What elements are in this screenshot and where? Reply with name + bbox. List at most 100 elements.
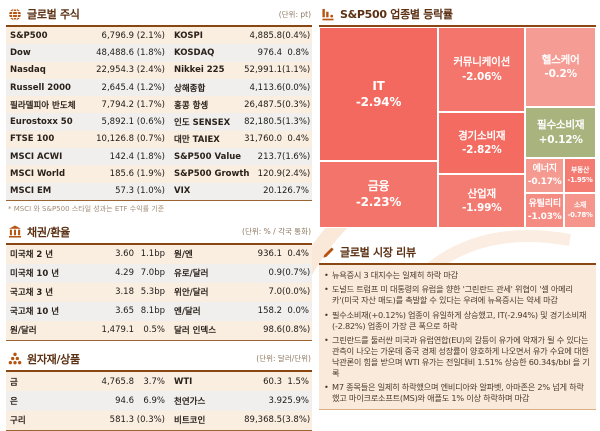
- stock-value: 142.4: [109, 151, 134, 162]
- sector-name: 소재: [574, 201, 587, 210]
- fx-name: 위안/달러: [174, 288, 209, 299]
- stock-name: KOSPI: [174, 30, 203, 41]
- treemap-cell-consumer-staples: 필수소비재 +0.12%: [525, 106, 596, 159]
- stock-name: Nikkei 225: [174, 65, 225, 76]
- table-row: FTSE 100 10,126.8 (0.7%) 대만 TAIEX 31,760.0 0.…: [6, 130, 312, 149]
- sector-name: 커뮤니케이션: [453, 56, 511, 69]
- treemap-cell-energy: 에너지 -0.17%: [525, 158, 565, 194]
- stock-change: (1.7%): [136, 99, 165, 110]
- stocks-section-header: 글로벌 주식 (단위: pt): [6, 3, 312, 27]
- stock-name: S&P500 Value: [174, 151, 242, 162]
- stock-value: 2,645.4: [101, 82, 134, 93]
- globe-icon: [9, 7, 21, 21]
- stock-name: MSCI World: [10, 169, 66, 180]
- stock-change: 26.7%: [282, 186, 310, 197]
- commodity-value: 581.3: [109, 415, 134, 426]
- fx-change: (0.8%): [282, 325, 311, 336]
- review-bullet: • 뉴욕증시 3 대지수는 일제히 하락 마감: [324, 270, 590, 281]
- treemap-cell-consumer-discretionary: 경기소비재 -2.82%: [438, 112, 526, 174]
- stock-change: (1.8%): [136, 47, 165, 58]
- commodities-table: 금 4,765.8 3.7% WTI 60.3 1.5% 은 94.6 6.9% 천연가스 3.9…: [6, 371, 312, 431]
- stocks-section-title: 글로벌 주식: [27, 8, 80, 21]
- fx-value: 936.1: [257, 249, 282, 260]
- fx-value: 7.0: [268, 287, 282, 298]
- stock-value: 6,796.9: [101, 30, 134, 41]
- commodity-name: 금: [10, 377, 18, 388]
- bond-name: 국고채 10 년: [10, 307, 60, 318]
- commodity-name: 비트코인: [174, 416, 206, 427]
- stock-name: Dow: [10, 47, 31, 58]
- treemap-section-title: S&P500 업종별 등락률: [340, 8, 453, 21]
- stock-name: FTSE 100: [10, 134, 55, 145]
- stock-change: (1.0%): [136, 186, 165, 197]
- treemap-cell-real-estate: 부동산 -1.95%: [564, 158, 596, 194]
- sector-change: -2.23%: [355, 195, 402, 210]
- treemap-cell-healthcare: 헬스케어 -0.2%: [525, 27, 596, 107]
- commodity-change: 6.9%: [143, 396, 165, 407]
- stock-value: 5,892.1: [101, 117, 134, 128]
- stock-name: 대만 TAIEX: [174, 135, 220, 146]
- pencil-icon: [323, 246, 334, 258]
- market-review-section: 글로벌 시장 리뷰 • 뉴욕증시 3 대지수는 일제히 하락 마감 • 도널드 트럼…: [319, 241, 596, 410]
- commodity-value: 4,765.8: [101, 376, 134, 387]
- stock-name: 필라델피아 반도체: [10, 100, 76, 111]
- treemap-cell-communication: 커뮤니케이션 -2.06%: [438, 27, 526, 113]
- fx-change: 0.4%: [287, 249, 309, 260]
- sector-name: IT: [372, 78, 385, 93]
- stock-change: (1.2%): [136, 82, 165, 93]
- global-stocks-table: S&P500 6,796.9 (2.1%) KOSPI 4,885.8 (0.4%) Do…: [6, 27, 312, 201]
- bullet-text: 뉴욕증시 3 대지수는 일제히 하락 마감: [332, 270, 458, 280]
- left-panel: 글로벌 주식 (단위: pt) S&P500 6,796.9 (2.1%) KOSPI…: [6, 3, 312, 431]
- review-bullet: • 그린란드를 둘러싼 미국과 유럽연합(EU)의 갈등이 유가에 악재가 될 수…: [324, 335, 590, 379]
- table-row: 필라델피아 반도체 7,794.2 (1.7%) 홍콩 항셍 26,487.5 (0.3%…: [6, 96, 312, 114]
- fx-change: (0.0%): [282, 287, 311, 298]
- commodities-unit-label: (단위: 달러/단위): [256, 354, 311, 364]
- review-bullet: • 필수소비재(+0.12%) 업종이 유일하게 상승했고, IT(-2.94%)…: [324, 310, 590, 332]
- sector-change: -0.2%: [544, 67, 577, 80]
- commodity-value: 60.3: [263, 376, 282, 387]
- table-row: 미국채 2 년 3.60 1.1bp 원/엔 936.1 0.4%: [6, 244, 312, 264]
- stock-name: Russell 2000: [10, 82, 71, 93]
- bond-change: 7.0bp: [140, 268, 165, 279]
- bond-value: 3.18: [115, 287, 134, 298]
- review-bullet: • M7 종목들은 일제히 하락했으며 엔비디아와 알파벳, 아마존은 2% 넘게…: [324, 382, 590, 404]
- table-row: Dow 48,488.6 (1.8%) KOSDAQ 976.4 0.8%: [6, 44, 312, 62]
- table-row: 금 4,765.8 3.7% WTI 60.3 1.5%: [6, 371, 312, 392]
- bonds-section-header: 채권/환율 (단위: % / 각국 통화): [6, 221, 312, 245]
- fx-value: 98.6: [263, 325, 282, 336]
- fx-change: (0.7%): [282, 268, 311, 279]
- stock-change: (0.3%): [282, 99, 311, 110]
- bonds-section-title: 채권/환율: [27, 225, 70, 239]
- fx-value: 0.9: [268, 268, 282, 279]
- stock-name: S&P500: [10, 30, 48, 41]
- bond-value: 3.65: [115, 306, 134, 317]
- stock-value: 26,487.5: [244, 99, 282, 110]
- sector-name: 유틸리티: [528, 199, 562, 210]
- sector-change: -1.03%: [527, 211, 562, 222]
- review-section-title: 글로벌 시장 리뷰: [340, 246, 416, 259]
- sector-change: -1.99%: [461, 201, 502, 214]
- sector-name: 산업재: [467, 187, 497, 200]
- commodity-change: 3.7%: [143, 376, 165, 387]
- stock-value: 22,954.3: [96, 65, 134, 76]
- bond-change: 0.5%: [143, 325, 165, 336]
- stock-change: (0.6%): [136, 117, 165, 128]
- sector-change: -0.17%: [527, 176, 562, 187]
- fx-value: 158.2: [257, 306, 282, 317]
- commodity-name: 은: [10, 397, 18, 408]
- sp500-sector-treemap: IT -2.94% 금융 -2.23% 커뮤니케이션 -2.06% 경기소비재 -2.8…: [319, 27, 596, 228]
- stock-change: (1.1%): [282, 65, 311, 76]
- bullet-text: 필수소비재(+0.12%) 업종이 유일하게 상승했고, IT(-2.94%) …: [332, 309, 587, 331]
- commodity-value: 94.6: [115, 396, 134, 407]
- table-row: 미국채 10 년 4.29 7.0bp 유로/달러 0.9 (0.7%): [6, 263, 312, 283]
- commodity-change: 1.5%: [287, 376, 309, 387]
- stock-name: MSCI ACWI: [10, 151, 63, 162]
- commodity-change: (3.8%): [282, 415, 311, 426]
- bond-name: 미국채 10 년: [10, 269, 60, 280]
- stock-change: (2.4%): [282, 169, 311, 180]
- fx-change: 0.0%: [287, 306, 309, 317]
- commodity-change: 25.9%: [282, 396, 310, 407]
- bullet-text: 도널드 트럼프 미 대통령의 유럽을 향한 '그린란드 관세' 위협이 '셀 아…: [332, 284, 573, 306]
- stock-name: 홍콩 항셍: [174, 100, 209, 111]
- fx-name: 원/엔: [174, 250, 193, 261]
